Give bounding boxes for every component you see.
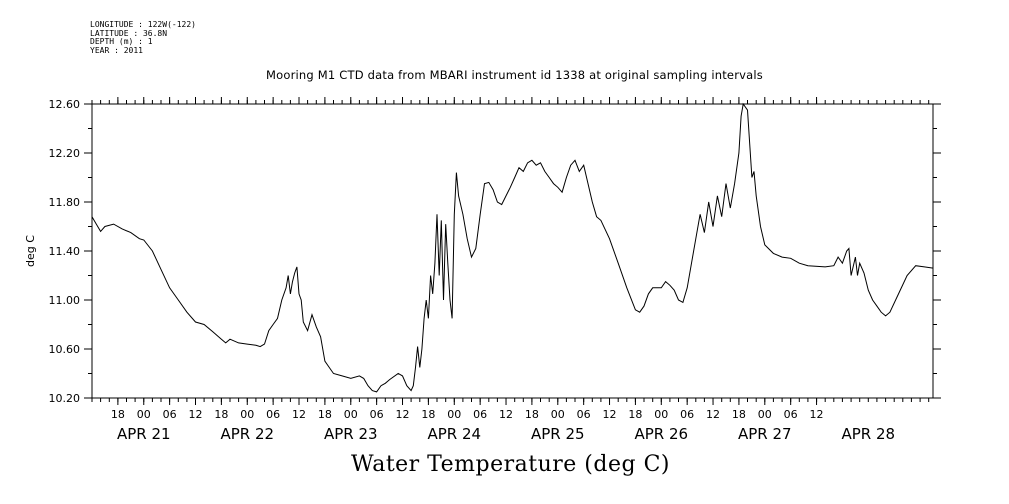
y-tick-label: 11.40 xyxy=(49,245,81,258)
x-day-label: APR 26 xyxy=(634,425,688,443)
x-tick-label: 00 xyxy=(654,408,668,421)
x-tick-label: 12 xyxy=(292,408,306,421)
x-tick-label: 18 xyxy=(732,408,746,421)
x-tick-label: 00 xyxy=(344,408,358,421)
x-tick-label: 18 xyxy=(421,408,435,421)
chart-title: Mooring M1 CTD data from MBARI instrumen… xyxy=(266,68,763,82)
x-tick-label: 06 xyxy=(784,408,798,421)
plot-frame xyxy=(91,103,934,399)
x-tick-label: 00 xyxy=(137,408,151,421)
x-day-label: APR 23 xyxy=(324,425,378,443)
x-day-label: APR 25 xyxy=(531,425,585,443)
x-tick-label: 18 xyxy=(214,408,228,421)
metadata-block: LONGITUDE : 122W(-122) LATITUDE : 36.8N … xyxy=(90,20,196,55)
x-tick-label: 06 xyxy=(266,408,280,421)
variable-label: Water Temperature (deg C) xyxy=(351,452,670,477)
x-tick-label: 12 xyxy=(603,408,617,421)
y-tick-label: 10.60 xyxy=(49,343,81,356)
x-tick-label: 12 xyxy=(499,408,513,421)
y-tick-label: 11.80 xyxy=(49,196,81,209)
x-tick-label: 18 xyxy=(525,408,539,421)
y-axis-label: deg C xyxy=(24,235,37,267)
x-tick-label: 06 xyxy=(680,408,694,421)
y-minor-ticks xyxy=(88,128,937,374)
x-tick-label: 12 xyxy=(706,408,720,421)
x-tick-label: 00 xyxy=(758,408,772,421)
x-minor-ticks xyxy=(91,100,930,402)
y-tick-label: 10.20 xyxy=(49,392,81,405)
x-tick-label: 18 xyxy=(628,408,642,421)
x-tick-label: 00 xyxy=(240,408,254,421)
x-day-label: APR 27 xyxy=(738,425,792,443)
y-tick-label: 12.20 xyxy=(49,147,81,160)
x-day-label: APR 28 xyxy=(842,425,896,443)
x-tick-label: 00 xyxy=(447,408,461,421)
x-tick-label: 12 xyxy=(189,408,203,421)
longitude-label: LONGITUDE : 122W(-122) xyxy=(90,20,196,29)
x-tick-label: 06 xyxy=(577,408,591,421)
x-tick-label: 12 xyxy=(396,408,410,421)
x-day-label: APR 24 xyxy=(427,425,481,443)
temperature-series-line xyxy=(91,102,934,393)
x-tick-label: 06 xyxy=(473,408,487,421)
x-tick-label: 06 xyxy=(370,408,384,421)
latitude-label: LATITUDE : 36.8N xyxy=(90,28,168,38)
x-day-label: APR 22 xyxy=(220,425,274,443)
x-tick-label: 18 xyxy=(111,408,125,421)
x-tick-label: 18 xyxy=(318,408,332,421)
year-label: YEAR : 2011 xyxy=(90,45,143,55)
x-tick-label: 06 xyxy=(163,408,177,421)
y-tick-label: 12.60 xyxy=(49,98,81,111)
x-tick-label: 00 xyxy=(551,408,565,421)
y-tick-label: 11.00 xyxy=(49,294,81,307)
x-day-label: APR 21 xyxy=(117,425,171,443)
x-tick-label: 12 xyxy=(810,408,824,421)
depth-label: DEPTH (m) : 1 xyxy=(90,37,153,46)
